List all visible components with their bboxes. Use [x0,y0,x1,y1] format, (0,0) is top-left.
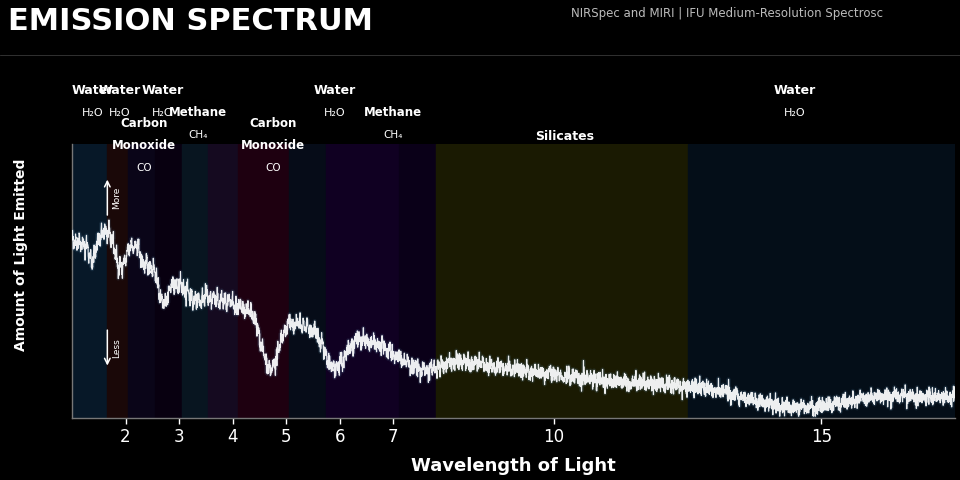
Text: H₂O: H₂O [324,108,345,119]
Bar [436,144,687,418]
Text: Carbon: Carbon [249,117,297,130]
Text: NIRSpec and MIRI | IFU Medium-Resolution Spectrosc: NIRSpec and MIRI | IFU Medium-Resolution… [571,7,883,20]
Bar [238,144,289,418]
Bar [155,144,181,418]
Text: Water: Water [71,84,113,97]
Text: Water: Water [774,84,816,97]
Text: CH₄: CH₄ [383,130,403,140]
Bar [181,144,208,418]
Text: Monoxide: Monoxide [112,139,177,152]
Text: Water: Water [142,84,184,97]
Text: EMISSION SPECTRUM: EMISSION SPECTRUM [8,7,372,36]
Text: Less: Less [111,338,121,358]
Text: CO: CO [265,163,280,173]
Text: Water: Water [99,84,141,97]
Bar [72,144,107,418]
Bar [129,144,155,418]
Bar [326,144,398,418]
Text: Methane: Methane [364,106,422,119]
Bar [107,144,129,418]
Text: CO: CO [136,163,152,173]
Bar [208,144,238,418]
Text: H₂O: H₂O [109,108,131,119]
Bar [289,144,326,418]
Text: H₂O: H₂O [82,108,103,119]
X-axis label: Wavelength of Light: Wavelength of Light [411,457,616,475]
Bar [398,144,436,418]
Text: More: More [111,186,121,208]
Text: CH₄: CH₄ [188,130,207,140]
Text: Silicates: Silicates [535,130,594,144]
Text: H₂O: H₂O [783,108,805,119]
Text: Water: Water [313,84,355,97]
Text: Carbon: Carbon [121,117,168,130]
Bar [687,144,955,418]
Text: Amount of Light Emitted: Amount of Light Emitted [14,158,28,350]
Text: H₂O: H₂O [153,108,174,119]
Text: Methane: Methane [169,106,227,119]
Text: Monoxide: Monoxide [241,139,304,152]
